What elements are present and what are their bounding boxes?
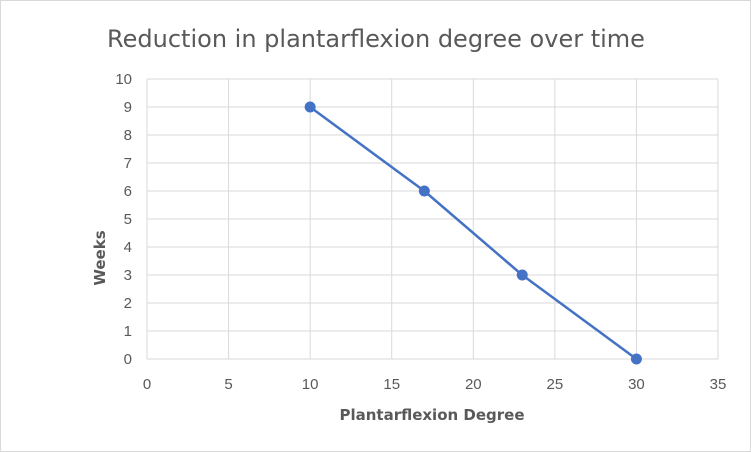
y-tick-label: 3 [124,267,132,284]
tick-labels: 0 1 2 3 4 5 6 7 8 9 10 0 5 10 15 20 25 30 35 [115,71,726,393]
y-tick-label: 7 [124,155,132,172]
chart-title: Reduction in plantarflexion degree over … [107,25,645,53]
data-point [304,101,316,113]
y-tick-label: 10 [115,71,132,88]
data-point [418,185,430,197]
x-tick-label: 20 [465,376,482,393]
x-tick-label: 25 [547,376,564,393]
data-point [516,269,528,281]
x-tick-label: 5 [224,376,232,393]
series-line [309,105,638,361]
series-layer [304,101,642,365]
y-tick-label: 9 [124,99,132,116]
x-tick-label: 10 [302,376,319,393]
y-tick-label: 1 [124,323,132,340]
y-tick-label: 5 [124,211,132,228]
y-tick-label: 8 [124,127,132,144]
x-tick-label: 15 [383,376,400,393]
x-tick-label: 0 [143,376,151,393]
y-axis-title: Weeks [91,230,109,285]
y-tick-label: 6 [124,183,132,200]
x-tick-label: 35 [710,376,727,393]
gridlines [146,78,719,360]
y-tick-label: 4 [124,239,132,256]
y-tick-label: 2 [124,295,132,312]
x-axis-title: Plantarflexion Degree [339,406,524,424]
data-point [630,353,642,365]
y-tick-label: 0 [124,351,132,368]
x-tick-label: 30 [628,376,645,393]
